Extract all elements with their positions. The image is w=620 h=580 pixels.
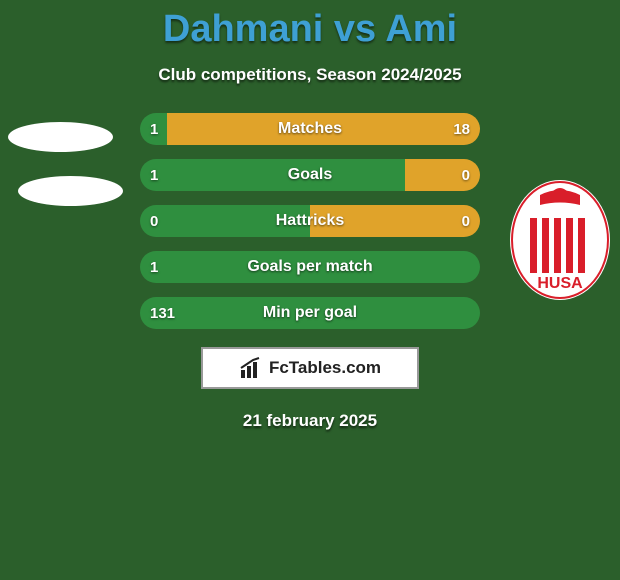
chart-icon (239, 356, 263, 380)
player-left-avatar-placeholder (8, 122, 113, 152)
stat-value-right: 0 (462, 205, 470, 237)
stats-list: Matches118Goals10Hattricks00Goals per ma… (140, 113, 480, 329)
stat-value-left: 1 (150, 113, 158, 145)
stat-label: Goals (140, 159, 480, 191)
stat-label: Min per goal (140, 297, 480, 329)
stat-value-right: 0 (462, 159, 470, 191)
source-badge-text: FcTables.com (269, 358, 381, 378)
stat-label: Hattricks (140, 205, 480, 237)
stat-bar-matches: Matches1 18 (140, 113, 480, 145)
stat-bar-hattricks: Hattricks0 0 (140, 205, 480, 237)
source-badge[interactable]: FcTables.com (201, 347, 419, 389)
club-logo-text: HUSA (537, 275, 583, 292)
stat-bar-min-per-goal: Min per goal131 (140, 297, 480, 329)
stat-bar-goals: Goals1 0 (140, 159, 480, 191)
page-title: Dahmani vs Ami (0, 0, 620, 51)
stat-value-left: 1 (150, 159, 158, 191)
stat-label: Matches (140, 113, 480, 145)
stat-value-left: 0 (150, 205, 158, 237)
club-logo-right: HUSA (510, 180, 610, 300)
player-left-club-placeholder (18, 176, 123, 206)
comparison-card: Dahmani vs Ami Club competitions, Season… (0, 0, 620, 580)
stat-bar-goals-per-match: Goals per match1 (140, 251, 480, 283)
date-label: 21 february 2025 (0, 411, 620, 431)
subtitle: Club competitions, Season 2024/2025 (0, 65, 620, 85)
stat-value-right: 18 (453, 113, 470, 145)
stat-value-left: 1 (150, 251, 158, 283)
stat-value-left: 131 (150, 297, 175, 329)
stat-label: Goals per match (140, 251, 480, 283)
